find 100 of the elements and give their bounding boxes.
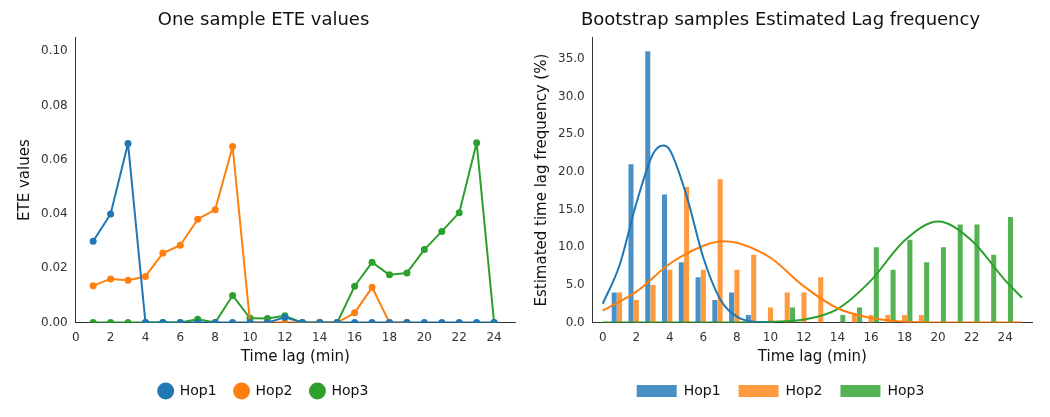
x-tick-label: 2	[632, 329, 641, 344]
y-tick-label: 20.0	[558, 163, 585, 178]
bar	[924, 262, 930, 323]
legend-label: Hop3	[331, 381, 369, 398]
point	[403, 269, 411, 277]
bar	[991, 254, 997, 323]
bar	[1007, 217, 1014, 323]
y-axis-title: ETE values	[14, 139, 33, 221]
y-tick-label: 0.10	[41, 43, 68, 58]
bar	[840, 315, 846, 323]
x-tick-label: 16	[863, 329, 879, 344]
y-tick-label: 10.0	[558, 239, 585, 254]
x-tick-label: 8	[733, 329, 741, 344]
bar	[684, 186, 690, 323]
legend-label: Hop3	[887, 381, 925, 398]
point	[89, 237, 97, 245]
bar	[633, 299, 639, 323]
x-tick-label: 24	[486, 329, 502, 344]
point	[455, 209, 463, 217]
y-tick-label: 0.04	[41, 206, 68, 221]
y-tick-label: 15.0	[558, 201, 585, 216]
x-tick-label: 14	[312, 329, 328, 344]
bar	[712, 299, 718, 323]
point	[141, 272, 149, 280]
point	[351, 282, 359, 290]
y-tick-label: 35.0	[558, 50, 585, 65]
x-tick-label: 18	[381, 329, 398, 344]
bar	[662, 194, 668, 323]
x-tick-label: 0	[71, 329, 80, 344]
y-tick-label: 0.00	[41, 314, 68, 329]
x-tick-label: 8	[211, 329, 219, 344]
point	[229, 291, 237, 299]
y-tick-label: 0.08	[41, 97, 68, 112]
point	[438, 227, 446, 235]
x-tick-label: 22	[451, 329, 467, 344]
bar	[940, 247, 946, 323]
y-tick-label: 5.0	[565, 277, 585, 292]
x-tick-label: 4	[666, 329, 674, 344]
x-tick-label: 0	[598, 329, 607, 344]
point	[124, 139, 132, 147]
x-axis-title: Time lag (min)	[239, 346, 350, 365]
y-tick-label: 30.0	[558, 88, 585, 103]
y-axis-title: Estimated time lag frequency (%)	[531, 53, 550, 307]
bar	[734, 269, 740, 323]
bar	[678, 262, 684, 323]
x-tick-label: 18	[896, 329, 913, 344]
bar	[695, 277, 701, 323]
x-tick-label: 6	[699, 329, 708, 344]
bar	[717, 179, 723, 323]
bar	[700, 269, 706, 323]
x-axis-title: Time lag (min)	[756, 346, 867, 365]
bar	[751, 254, 757, 323]
bar	[667, 269, 673, 323]
x-tick-label: 6	[176, 329, 185, 344]
bar	[628, 164, 634, 323]
point	[368, 258, 376, 266]
x-tick-label: 24	[997, 329, 1013, 344]
point	[107, 275, 115, 283]
x-tick-label: 10	[242, 329, 258, 344]
bar	[907, 239, 913, 323]
x-tick-label: 10	[762, 329, 779, 344]
legend-label: Hop2	[255, 381, 293, 398]
point	[473, 139, 481, 147]
point	[194, 215, 202, 223]
legend-label: Hop2	[785, 381, 823, 398]
point	[368, 283, 376, 291]
legend-label: Hop1	[179, 381, 217, 398]
point	[176, 241, 184, 249]
legend-label: Hop1	[683, 381, 721, 398]
bar	[617, 292, 623, 323]
point	[385, 271, 393, 279]
point	[351, 309, 359, 317]
point	[211, 206, 219, 214]
x-tick-label: 12	[796, 329, 812, 344]
x-tick-label: 20	[930, 329, 946, 344]
y-tick-label: 0.0	[565, 314, 585, 329]
x-tick-label: 12	[277, 329, 293, 344]
bar	[650, 284, 656, 323]
point	[89, 282, 97, 290]
bar	[801, 292, 807, 323]
bar	[645, 51, 651, 323]
x-tick-label: 14	[829, 329, 846, 344]
x-tick-label: 16	[346, 329, 363, 344]
bar	[957, 224, 963, 323]
bar	[890, 269, 896, 323]
point	[159, 249, 167, 257]
x-tick-label: 4	[141, 329, 150, 344]
bar	[729, 292, 735, 323]
bar	[611, 292, 617, 323]
chart-title: Bootstrap samples Estimated Lag frequency	[580, 8, 981, 30]
bar	[873, 247, 879, 323]
point	[420, 246, 428, 254]
x-tick-label: 22	[964, 329, 980, 344]
bar	[784, 292, 790, 323]
x-tick-label: 2	[106, 329, 115, 344]
y-tick-label: 0.06	[41, 151, 68, 166]
point	[107, 210, 115, 218]
x-tick-label: 20	[416, 329, 432, 344]
bar	[974, 224, 980, 323]
point	[229, 142, 237, 150]
